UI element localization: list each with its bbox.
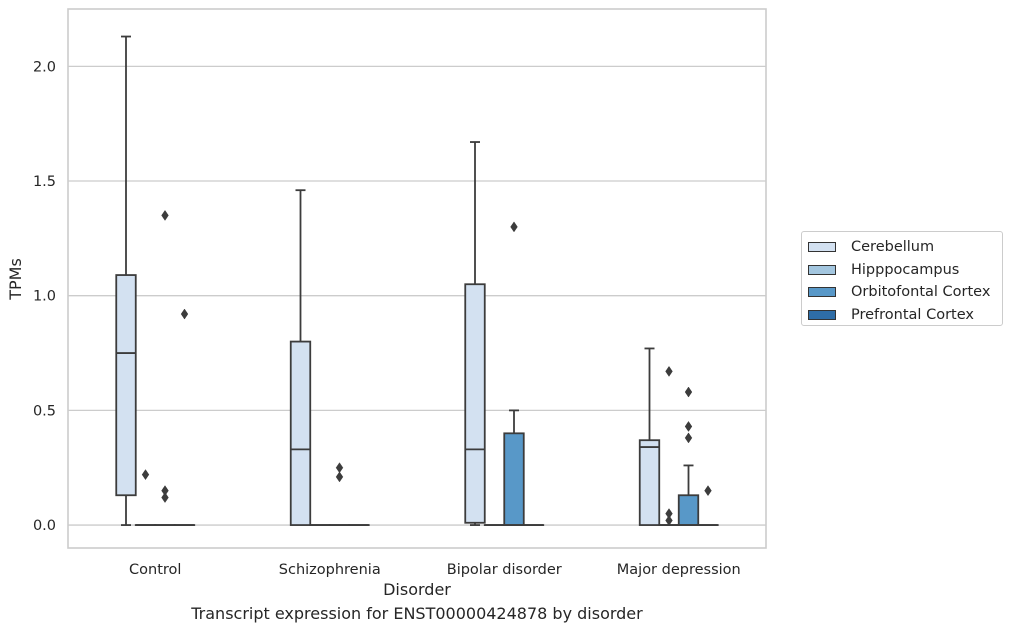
y-tick-label: 2.0 (33, 59, 56, 75)
legend-swatch (808, 287, 836, 298)
legend-swatch (808, 309, 836, 320)
plot-marks (115, 35, 719, 526)
legend-item: Cerebellum (808, 236, 1002, 259)
legend-item: Prefrontal Cortex (808, 304, 1002, 327)
x-axis-label: Disorder (383, 580, 451, 599)
box (677, 494, 700, 526)
outlier-point (161, 209, 169, 221)
outlier-point (665, 515, 673, 526)
outlier-point (665, 365, 673, 377)
y-axis-label: TPMs (6, 258, 25, 301)
legend-label: Hipppocampus (851, 261, 960, 278)
box (464, 283, 486, 524)
x-axis-ticks: Control Schizophrenia Bipolar disorder Majo… (129, 562, 741, 578)
legend-label: Prefrontal Cortex (851, 306, 974, 323)
box (503, 432, 525, 526)
legend-item: Orbitofontal Cortex (808, 281, 1002, 304)
chart-caption: Transcript expression for ENST0000042487… (191, 604, 643, 623)
outlier-point (684, 420, 693, 432)
box (638, 439, 661, 526)
outlier-point (704, 485, 712, 497)
x-tick-label: Major depression (617, 562, 741, 578)
legend-label: Orbitofontal Cortex (851, 284, 991, 301)
legend-swatch (808, 242, 836, 253)
outlier-point (335, 471, 344, 483)
y-tick-label: 0.0 (33, 518, 56, 534)
y-tick-label: 1.0 (33, 289, 56, 305)
outlier-point (684, 386, 693, 398)
box (115, 274, 137, 497)
outlier-point (510, 221, 518, 233)
y-tick-label: 1.5 (33, 174, 56, 190)
x-tick-label: Control (129, 562, 181, 578)
legend-item: Hipppocampus (808, 259, 1002, 282)
legend-label: Cerebellum (851, 239, 935, 256)
grid-lines (68, 65, 766, 526)
outlier-point (161, 492, 169, 503)
y-tick-label: 0.5 (33, 403, 56, 419)
box (289, 340, 312, 526)
x-tick-label: Schizophrenia (279, 562, 381, 578)
legend-swatch (808, 264, 836, 275)
outlier-point (180, 308, 189, 320)
plot-frame (67, 8, 767, 549)
outlier-point (141, 469, 150, 481)
outlier-point (684, 432, 693, 444)
plot-border (67, 8, 767, 549)
legend: Cerebellum Hipppocampus Orbitofontal Cor… (801, 231, 1003, 326)
y-axis-ticks: 0.0 0.5 1.0 1.5 2.0 (33, 59, 56, 534)
x-tick-label: Bipolar disorder (447, 562, 562, 578)
outlier-point (335, 462, 344, 474)
